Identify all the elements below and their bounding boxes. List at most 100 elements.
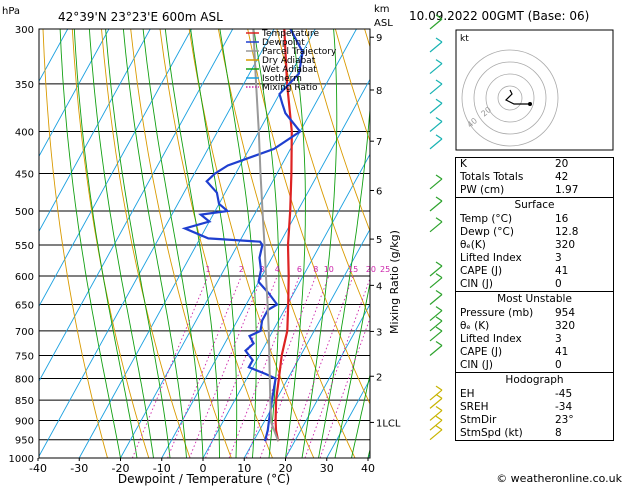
wind-barb-staff [429,221,443,233]
skewt-axes: 3003504004505005506006507007508008509009… [9,25,401,475]
wind-barb-flag [435,59,443,65]
isotherm-line [39,29,275,458]
wind-barb-staff [429,345,443,356]
km-tick-label: 6 [376,186,382,197]
legend-label: Isotherm [262,74,302,84]
legend-label: Dry Adiabat [262,56,316,66]
wind-barb-staff [429,102,443,114]
wet-adiabat [219,29,257,458]
wet-adiabat [59,29,121,458]
isotherm-line [202,153,370,458]
wind-barb-flag [435,98,443,104]
mixing-ratio-label: 25 [380,265,390,274]
wind-barb-flag [435,385,443,391]
wind-barbs [429,14,443,441]
pressure-tick-label: 550 [15,241,34,252]
surface-row: Temp (°C) 16 [456,213,613,226]
most-unstable-value: 3 [555,333,562,345]
pressure-tick-label: 750 [15,351,34,362]
pressure-tick-label: 450 [15,169,34,180]
mixing-ratio-line [205,275,278,458]
wet-adiabat [351,372,370,458]
x-tick-label: -10 [153,462,171,475]
most-unstable-row: CAPE (J) 41 [456,346,613,359]
index-value: 20 [555,158,569,170]
surface-value: 3 [555,252,562,264]
wind-barb-staff [429,83,443,95]
wind-barb-flag [435,415,443,421]
isotherm-line [39,29,110,158]
isotherm-line [326,378,370,458]
most-unstable-key: Pressure (mb) [460,307,534,319]
location-title: 42°39'N 23°23'E 600m ASL [58,10,223,24]
hodograph-ring [473,61,547,135]
hodograph-frame [455,29,614,151]
most-unstable-value: 0 [555,359,562,371]
legend-label: Temperature [261,29,319,39]
pressure-tick-label: 950 [15,436,34,447]
mixing-ratio-line [167,275,242,458]
wind-barb-staff [429,320,443,332]
surface-row: Dewp (°C) 12.8 [456,226,613,239]
mixing-ratio-label: 20 [366,265,376,274]
x-tick-label: 40 [361,462,375,475]
hodograph-stat-value: -45 [555,388,573,400]
wet-adiabat [190,29,238,458]
wind-barb-staff [429,397,443,409]
hodograph-stat-value: 23° [555,414,574,426]
km-label: km [374,4,390,15]
skewt-grid [39,29,370,458]
wet-adiabat [122,29,187,458]
most-unstable-value: 41 [555,346,569,358]
surface-key: Lifted Index [460,252,522,264]
pressure-tick-label: 400 [15,128,34,139]
wind-barb-staff [429,310,443,322]
index-key: Totals Totals [460,171,524,183]
km-tick-label: 3 [376,327,382,338]
x-tick-label: -20 [112,462,130,475]
wind-barb-staff [429,277,443,289]
surface-key: Temp (°C) [460,213,513,225]
km-tick-label: 8 [376,86,382,97]
pressure-tick-label: 1000 [9,454,34,465]
index-value: 1.97 [555,184,579,196]
hodograph-end-marker [528,102,532,106]
most-unstable-row: θₑ (K) 320 [456,320,613,333]
wet-adiabat [142,29,204,458]
hodograph-stat-key: StmSpd (kt) [460,427,523,439]
legend-label: Dewpoint [262,38,305,48]
isotherm-line [285,303,370,458]
surface-row: CAPE (J) 41 [456,265,613,278]
index-row: K 20 [456,158,613,171]
index-value: 42 [555,171,569,183]
x-tick-label: 20 [279,462,293,475]
hodograph-stat-row: SREH -34 [456,401,613,414]
wind-barb-flag [435,79,443,85]
index-row: PW (cm) 1.97 [456,184,613,197]
hodograph-stat-key: StmDir [460,414,497,426]
mixing-ratio-label: 1 [205,265,210,274]
mixing-ratio-line [285,275,354,458]
x-tick-label: 10 [237,462,251,475]
surface-row: Lifted Index 3 [456,252,613,265]
wind-barb-flag [435,273,443,279]
most-unstable-row: Lifted Index 3 [456,333,613,346]
km-tick-label: 9 [376,33,382,44]
hodograph-stat-row: EH -45 [456,388,613,401]
hodograph-stat-row: StmSpd (kt) 8 [456,427,613,440]
mixing-ratio-label: 3 [260,265,265,274]
wind-barb-flag [435,326,443,332]
wind-barb-staff [429,429,443,441]
dry-adiabat [276,29,370,320]
pressure-tick-label: 350 [15,80,34,91]
pressure-tick-label: 850 [15,396,34,407]
plot-frame [38,28,371,459]
wind-barb-staff [429,419,443,431]
surface-value: 0 [555,278,562,290]
x-tick-label: -30 [70,462,88,475]
wind-barb-flag [435,37,443,43]
isotherm-line [78,29,316,458]
wet-adiabat [88,29,154,458]
dry-adiabat [305,29,370,233]
hodograph-trace [504,89,530,105]
